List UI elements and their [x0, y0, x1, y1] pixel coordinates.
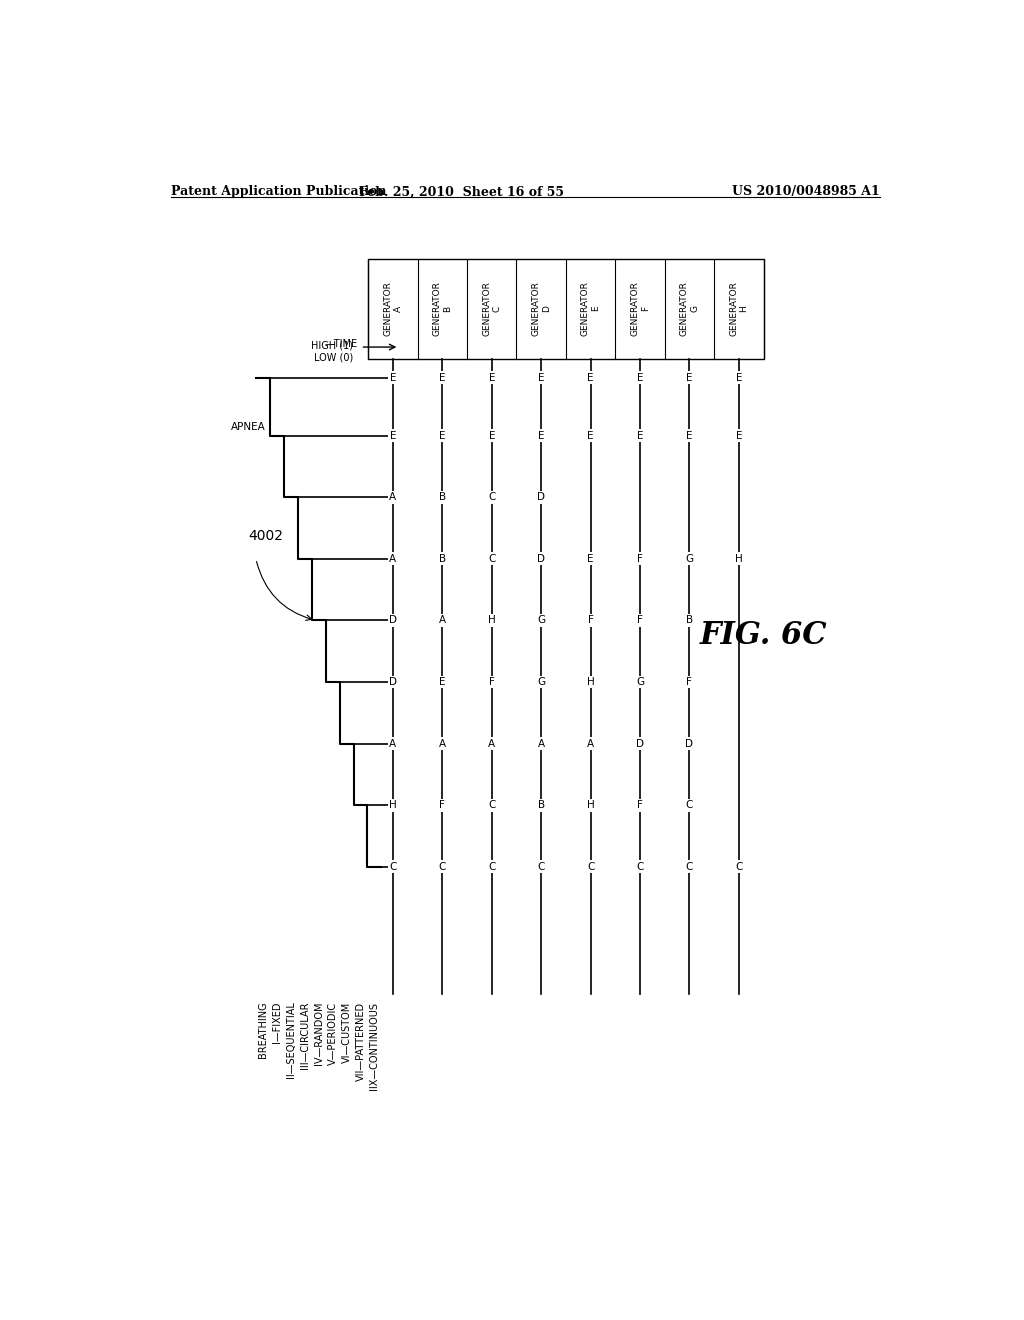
Text: C: C [686, 862, 693, 871]
Text: A: A [389, 739, 396, 748]
Text: FIG. 6C: FIG. 6C [699, 620, 827, 651]
Text: E: E [588, 430, 594, 441]
Text: I—FIXED: I—FIXED [271, 1002, 282, 1043]
Text: II—SEQUENTIAL: II—SEQUENTIAL [286, 1002, 296, 1078]
Text: G: G [636, 677, 644, 686]
Text: B: B [686, 615, 693, 626]
Text: G: G [538, 677, 545, 686]
Text: E: E [588, 372, 594, 383]
Text: F: F [637, 800, 643, 810]
Text: H: H [735, 554, 742, 564]
Text: A: A [389, 554, 396, 564]
Text: E: E [735, 372, 742, 383]
Text: GENERATOR
G: GENERATOR G [680, 281, 699, 337]
Text: C: C [735, 862, 742, 871]
Text: D: D [538, 554, 545, 564]
Text: GENERATOR
B: GENERATOR B [433, 281, 452, 337]
Text: HIGH (1): HIGH (1) [310, 341, 352, 351]
Text: B: B [439, 492, 445, 502]
Text: GENERATOR
C: GENERATOR C [482, 281, 502, 337]
Text: E: E [439, 372, 445, 383]
Text: C: C [389, 862, 396, 871]
Text: A: A [389, 492, 396, 502]
Text: F: F [588, 615, 594, 626]
Text: A: A [488, 739, 496, 748]
Text: E: E [686, 430, 692, 441]
Text: E: E [538, 372, 545, 383]
Text: D: D [685, 739, 693, 748]
Text: E: E [439, 677, 445, 686]
Text: A: A [587, 739, 594, 748]
Text: VII—PATTERNED: VII—PATTERNED [355, 1002, 366, 1081]
Text: Feb. 25, 2010  Sheet 16 of 55: Feb. 25, 2010 Sheet 16 of 55 [358, 185, 564, 198]
Text: F: F [439, 800, 445, 810]
Text: E: E [637, 430, 643, 441]
Text: H: H [587, 677, 595, 686]
Text: C: C [488, 862, 496, 871]
Text: H: H [487, 615, 496, 626]
Text: F: F [488, 677, 495, 686]
Text: III—CIRCULAR: III—CIRCULAR [300, 1002, 309, 1069]
Text: GENERATOR
H: GENERATOR H [729, 281, 749, 337]
Text: E: E [588, 554, 594, 564]
Text: APNEA: APNEA [231, 422, 266, 432]
Text: E: E [488, 372, 495, 383]
Text: US 2010/0048985 A1: US 2010/0048985 A1 [732, 185, 880, 198]
Text: VI—CUSTOM: VI—CUSTOM [342, 1002, 351, 1063]
Text: E: E [488, 430, 495, 441]
Text: B: B [538, 800, 545, 810]
Text: E: E [735, 430, 742, 441]
Text: G: G [685, 554, 693, 564]
Text: G: G [538, 615, 545, 626]
Text: E: E [390, 372, 396, 383]
Text: A: A [538, 739, 545, 748]
Text: A: A [439, 615, 445, 626]
Text: C: C [587, 862, 594, 871]
Text: C: C [438, 862, 446, 871]
Text: E: E [538, 430, 545, 441]
Text: E: E [390, 430, 396, 441]
Text: E: E [637, 372, 643, 383]
Text: E: E [439, 430, 445, 441]
Text: GENERATOR
D: GENERATOR D [531, 281, 551, 337]
Text: C: C [488, 800, 496, 810]
Text: H: H [389, 800, 397, 810]
Text: C: C [488, 492, 496, 502]
Text: H: H [587, 800, 595, 810]
Text: C: C [488, 554, 496, 564]
Text: C: C [538, 862, 545, 871]
Text: A: A [439, 739, 445, 748]
Text: D: D [636, 739, 644, 748]
Text: GENERATOR
A: GENERATOR A [383, 281, 402, 337]
Text: F: F [637, 554, 643, 564]
Text: D: D [389, 615, 397, 626]
Text: F: F [637, 615, 643, 626]
Text: IV—RANDOM: IV—RANDOM [313, 1002, 324, 1065]
Text: Patent Application Publication: Patent Application Publication [171, 185, 386, 198]
Text: —TIME: —TIME [325, 339, 357, 348]
Text: B: B [439, 554, 445, 564]
Text: C: C [636, 862, 644, 871]
Text: F: F [686, 677, 692, 686]
Text: 4002: 4002 [248, 529, 283, 543]
Text: BREATHING: BREATHING [258, 1002, 268, 1059]
Text: D: D [389, 677, 397, 686]
Text: LOW (0): LOW (0) [313, 352, 352, 363]
Text: IIX—CONTINUOUS: IIX—CONTINUOUS [370, 1002, 380, 1089]
Text: E: E [686, 372, 692, 383]
Bar [369, 259, 764, 359]
Text: GENERATOR
E: GENERATOR E [581, 281, 600, 337]
Text: GENERATOR
F: GENERATOR F [631, 281, 649, 337]
Text: D: D [538, 492, 545, 502]
Text: V—PERIODIC: V—PERIODIC [328, 1002, 338, 1065]
Text: C: C [686, 800, 693, 810]
